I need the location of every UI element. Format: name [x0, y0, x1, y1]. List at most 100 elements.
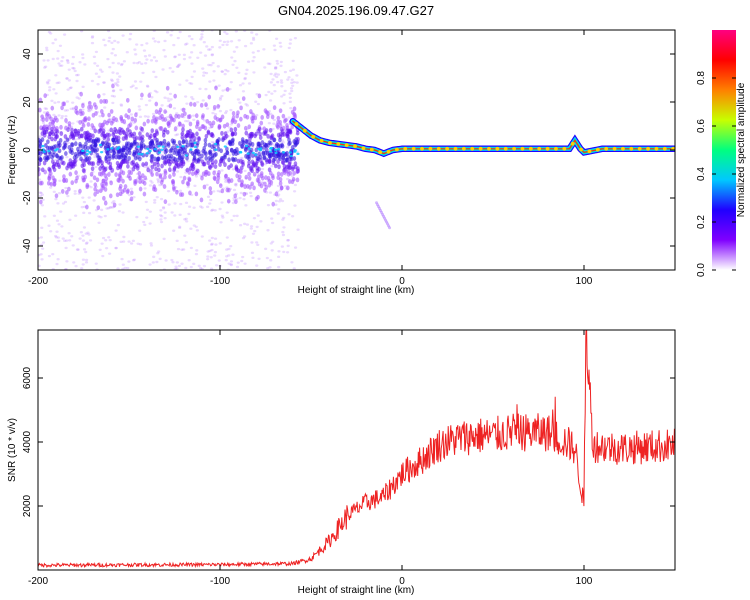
- spectrogram-noise-blob: [222, 123, 227, 129]
- spectrogram-noise-blob: [49, 145, 54, 151]
- spectrogram-noise-speck: [246, 60, 251, 63]
- spectrogram-noise-blob: [190, 162, 195, 168]
- spectrogram-noise-speck: [238, 196, 242, 200]
- spectrogram-noise-speck: [103, 44, 107, 47]
- spectrogram-noise-speck: [280, 81, 284, 84]
- spectrogram-noise-speck: [161, 68, 165, 71]
- spectrogram-noise-blob: [181, 154, 185, 160]
- spectrogram-noise-blob: [214, 151, 218, 157]
- spectrogram-noise-speck: [231, 201, 235, 205]
- spectrogram-noise-speck: [293, 204, 297, 207]
- spectrogram-noise-blob: [52, 167, 57, 173]
- spectrogram-noise-blob: [280, 142, 284, 148]
- spectrogram-noise-blob: [81, 123, 86, 128]
- spectrogram-noise-blob: [223, 162, 227, 168]
- spectrogram-noise-blob: [205, 118, 210, 124]
- spectrogram-noise-fleck: [85, 149, 90, 153]
- spectrogram-noise-blob: [241, 96, 246, 102]
- spectrogram-noise-blob: [95, 189, 100, 195]
- spectrogram-noise-speck: [173, 214, 177, 217]
- spectrogram-noise-speck: [58, 44, 63, 47]
- spectrogram-noise-blob: [209, 190, 213, 196]
- spectrogram-noise-speck: [119, 88, 123, 92]
- spectrogram-noise-speck: [69, 107, 73, 111]
- spectrogram-noise-blob: [46, 155, 51, 160]
- spectrogram-noise-speck: [81, 258, 86, 261]
- spectrogram-noise-blob: [200, 175, 204, 181]
- spectrogram-noise-speck: [178, 213, 182, 217]
- spectrogram-noise-speck: [190, 51, 194, 54]
- spectrogram-noise-speck: [155, 90, 159, 94]
- spectrogram-noise-fleck: [160, 148, 164, 151]
- spectrogram-noise-blob: [101, 122, 105, 128]
- spectrogram-noise-blob: [265, 159, 269, 165]
- spectrogram-noise-speck: [154, 59, 159, 63]
- spectrogram-noise-speck: [100, 70, 104, 73]
- spectrogram-noise-speck: [266, 229, 270, 232]
- spectrogram-noise-speck: [252, 56, 256, 59]
- spectrogram-noise-fleck: [47, 149, 51, 153]
- spectrogram-noise-fleck: [41, 144, 45, 148]
- spectrogram-noise-blob: [46, 180, 51, 186]
- spectrogram-noise-speck: [77, 97, 81, 100]
- spectrogram-noise-fleck: [288, 151, 292, 154]
- spectrogram-noise-fleck: [137, 152, 141, 156]
- spectrogram-noise-blob: [178, 121, 182, 127]
- spectrogram-noise-speck: [207, 63, 211, 67]
- spectrogram-noise-speck: [287, 116, 291, 119]
- spectrogram-noise-speck: [236, 98, 240, 101]
- spectrogram-noise-speck: [224, 111, 228, 115]
- spectrogram-noise-speck: [184, 119, 188, 123]
- spectrogram-noise-blob: [233, 131, 238, 137]
- spectrogram-noise-speck: [146, 115, 150, 118]
- spectrogram-noise-blob: [106, 137, 111, 142]
- spectrogram-noise-blob: [138, 179, 142, 184]
- spectrogram-noise-speck: [87, 233, 91, 236]
- spectrogram-noise-speck: [65, 109, 70, 112]
- spectrogram-noise-blob: [203, 137, 208, 143]
- spectrogram-noise-speck: [255, 33, 259, 36]
- spectrogram-noise-speck: [143, 187, 147, 190]
- spectrogram-noise-fleck: [98, 143, 103, 147]
- spectrogram-noise-blob: [163, 127, 167, 133]
- spectrogram-noise-blob: [91, 125, 96, 131]
- spectrogram-noise-speck: [128, 38, 132, 41]
- spectrogram-noise-speck: [84, 232, 88, 235]
- spectrogram-noise-blob: [163, 199, 168, 205]
- spectrogram-noise-blob: [133, 181, 137, 186]
- spectrogram-noise-blob: [204, 102, 208, 108]
- spectrogram-ridge-dot: [378, 150, 383, 155]
- spectrogram-noise-blob: [79, 91, 83, 97]
- spectrogram-noise-blob: [277, 164, 281, 170]
- spectrogram-noise-speck: [87, 196, 91, 199]
- spectrogram-noise-speck: [45, 46, 49, 50]
- spectrogram-noise-blob: [267, 140, 272, 146]
- spectrogram-noise-blob: [239, 169, 243, 174]
- spectrogram-noise-blob: [137, 170, 142, 176]
- spectrogram-noise-blob: [229, 147, 234, 153]
- spectrogram-noise-speck: [50, 99, 54, 103]
- spectrogram-noise-speck: [86, 109, 91, 112]
- spectrogram-noise-blob: [260, 115, 264, 120]
- spectrogram-noise-blob: [39, 199, 43, 205]
- spectrogram-noise-speck: [277, 200, 282, 203]
- spectrogram-noise-speck: [194, 175, 199, 178]
- spectrogram-noise-blob: [213, 164, 218, 169]
- colorbar-tick-label: 0.6: [696, 119, 707, 133]
- spectrogram-noise-speck: [196, 56, 200, 59]
- spectrogram-noise-blob: [286, 185, 290, 191]
- spectrogram-noise-speck: [73, 189, 77, 193]
- spectrogram-noise-speck: [121, 211, 125, 214]
- spectrogram-noise-speck: [152, 70, 156, 74]
- spectrogram-noise-speck: [250, 31, 254, 34]
- spectrogram-noise-blob: [208, 151, 213, 157]
- spectrogram-noise-speck: [178, 30, 182, 34]
- spectrogram-noise-speck: [251, 51, 255, 54]
- spectrogram-noise-speck: [234, 184, 238, 187]
- spectrogram-noise-blob: [217, 124, 222, 130]
- spectrogram-noise-speck: [251, 36, 256, 40]
- spectrogram-noise-speck: [82, 248, 87, 251]
- spectrogram-noise-blob: [225, 87, 230, 92]
- spectrogram-noise-blob: [195, 168, 200, 174]
- spectrogram-noise-speck: [243, 77, 247, 81]
